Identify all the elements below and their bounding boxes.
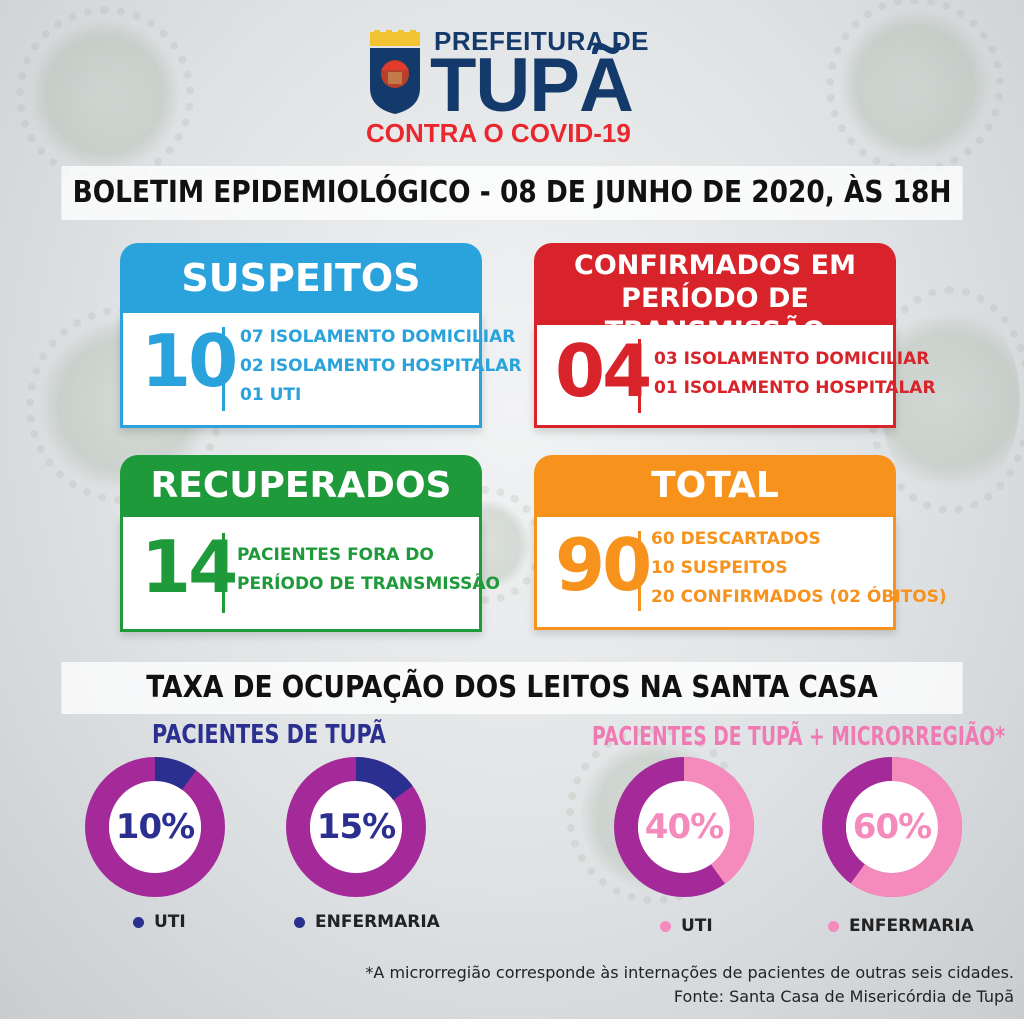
virus-background-icon — [866, 286, 1024, 514]
detail-line: 01 ISOLAMENTO HOSPITALAR — [654, 378, 936, 398]
bulletin-title: BOLETIM EPIDEMIOLÓGICO - 08 DE JUNHO DE … — [61, 166, 963, 220]
card-suspeitos: SUSPEITOS 10 07 ISOLAMENTO DOMICILIAR 02… — [120, 243, 522, 428]
card-title: TOTAL ACUMULADO — [534, 455, 896, 568]
donut-segment — [286, 757, 426, 897]
campaign-label: CONTRA O COVID-19 — [366, 118, 631, 148]
card-number: 04 — [555, 329, 652, 413]
detail-line: 07 ISOLAMENTO DOMICILIAR — [240, 327, 516, 347]
legend-dot-icon — [133, 916, 144, 928]
footnote: *A microrregião corresponde às internaçõ… — [365, 963, 1014, 982]
city-logo: PREFEITURA DE TUPÃ CONTRA O COVID-19 — [366, 22, 666, 152]
card-recuperados: RECUPERADOS 14 PACIENTES FORA DO PERÍODO… — [120, 455, 500, 632]
donut-segment — [85, 757, 225, 897]
card-title: RECUPERADOS — [120, 455, 482, 517]
detail-line: 03 ISOLAMENTO DOMICILIAR — [654, 349, 930, 369]
group-title-tupa: PACIENTES DE TUPÃ — [152, 720, 386, 750]
donut-percent-label: 10% — [115, 807, 195, 847]
virus-background-icon — [16, 6, 194, 184]
detail-line: 01 UTI — [240, 385, 302, 405]
donut-segment — [822, 757, 962, 897]
legend-uti: UTI — [660, 916, 713, 936]
legend-dot-icon — [294, 916, 305, 928]
donut-center — [638, 781, 730, 873]
donut-segment — [614, 757, 754, 897]
donut-percent-label: 15% — [316, 807, 396, 847]
card-title: SUSPEITOS — [120, 243, 482, 313]
detail-line: 10 SUSPEITOS — [651, 558, 788, 578]
detail-line: 20 CONFIRMADOS (02 ÓBITOS) — [651, 587, 947, 607]
legend-uti: UTI — [133, 912, 186, 932]
city-name: TUPÃ — [430, 43, 634, 128]
card-details: 60 DESCARTADOS 10 SUSPEITOS 20 CONFIRMAD… — [651, 525, 947, 612]
city-crest-icon — [370, 30, 420, 114]
donut-percent-label: 60% — [852, 807, 932, 847]
card-details: PACIENTES FORA DO PERÍODO DE TRANSMISSÃO — [237, 541, 500, 599]
source: Fonte: Santa Casa de Misericórdia de Tup… — [673, 987, 1014, 1006]
detail-line: PACIENTES FORA DO — [237, 545, 434, 565]
detail-line: 60 DESCARTADOS — [651, 529, 821, 549]
donut-micro-enfermaria: 60% — [822, 757, 962, 897]
virus-background-icon — [826, 0, 1004, 174]
donut-center — [846, 781, 938, 873]
detail-line: PERÍODO DE TRANSMISSÃO — [237, 574, 500, 594]
donut-center — [109, 781, 201, 873]
prefeitura-label: PREFEITURA DE — [434, 26, 649, 56]
detail-line: 02 ISOLAMENTO HOSPITALAR — [240, 356, 522, 376]
card-details: 07 ISOLAMENTO DOMICILIAR 02 ISOLAMENTO H… — [240, 323, 522, 410]
legend-enfermaria: ENFERMARIA — [828, 916, 974, 936]
legend-dot-icon — [660, 920, 671, 932]
legend-enfermaria: ENFERMARIA — [294, 912, 440, 932]
donut-percent-label: 40% — [644, 807, 724, 847]
donut-tupa-uti: 10% — [85, 757, 225, 897]
donut-center — [310, 781, 402, 873]
card-confirmados: CONFIRMADOS EM PERÍODO DE TRANSMISSÃO 04… — [534, 243, 936, 428]
card-total-acumulado: TOTAL ACUMULADO 90 60 DESCARTADOS 10 SUS… — [534, 455, 947, 630]
group-title-microrregiao: PACIENTES DE TUPÃ + MICRORREGIÃO* — [592, 722, 1006, 752]
card-title-line: CONFIRMADOS EM — [574, 250, 856, 281]
card-details: 03 ISOLAMENTO DOMICILIAR 01 ISOLAMENTO H… — [654, 345, 936, 403]
donut-tupa-enfermaria: 15% — [286, 757, 426, 897]
card-number: 90 — [555, 523, 652, 607]
occupancy-title: TAXA DE OCUPAÇÃO DOS LEITOS NA SANTA CAS… — [61, 662, 963, 714]
legend-dot-icon — [828, 920, 839, 932]
donut-micro-uti: 40% — [614, 757, 754, 897]
